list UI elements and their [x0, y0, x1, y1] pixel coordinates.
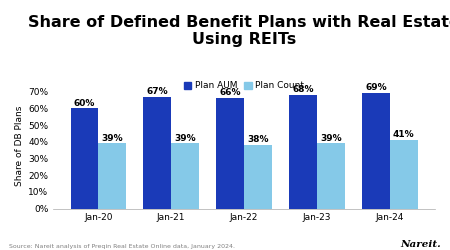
Bar: [390, 140, 418, 209]
Text: 39%: 39%: [320, 134, 342, 142]
Bar: [144, 97, 171, 209]
Bar: [171, 144, 199, 209]
Text: 69%: 69%: [365, 84, 387, 92]
Legend: Plan AUM, Plan Count: Plan AUM, Plan Count: [180, 78, 308, 94]
Bar: [317, 144, 345, 209]
Bar: [362, 93, 390, 209]
Title: Share of Defined Benefit Plans with Real Estate
Using REITs: Share of Defined Benefit Plans with Real…: [28, 15, 450, 48]
Bar: [216, 98, 244, 209]
Text: 66%: 66%: [220, 88, 241, 98]
Bar: [244, 145, 272, 209]
Text: 68%: 68%: [292, 85, 314, 94]
Text: 39%: 39%: [174, 134, 196, 142]
Text: 38%: 38%: [247, 135, 269, 144]
Y-axis label: Share of DB Plans: Share of DB Plans: [15, 106, 24, 186]
Text: 39%: 39%: [101, 134, 123, 142]
Text: 60%: 60%: [74, 98, 95, 108]
Bar: [71, 108, 98, 209]
Text: 41%: 41%: [393, 130, 414, 139]
Text: 67%: 67%: [147, 87, 168, 96]
Text: Source: Nareit analysis of Preqin Real Estate Online data, January 2024.: Source: Nareit analysis of Preqin Real E…: [9, 244, 235, 249]
Bar: [98, 144, 126, 209]
Text: Nareit.: Nareit.: [400, 240, 441, 249]
Bar: [289, 95, 317, 209]
